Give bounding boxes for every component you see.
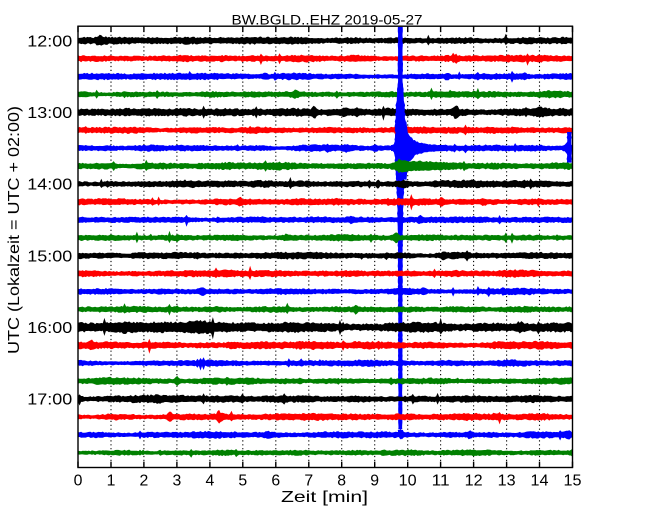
svg-text:12: 12 xyxy=(465,473,483,490)
svg-text:16:00: 16:00 xyxy=(27,320,72,337)
svg-text:2: 2 xyxy=(140,473,149,490)
svg-text:0: 0 xyxy=(74,473,83,490)
svg-text:Zeit [min]: Zeit [min] xyxy=(281,489,368,506)
svg-text:7: 7 xyxy=(304,473,313,490)
svg-text:8: 8 xyxy=(337,473,346,490)
svg-text:17:00: 17:00 xyxy=(27,392,72,409)
svg-text:5: 5 xyxy=(238,473,247,490)
svg-text:BW.BGLD..EHZ 2019-05-27: BW.BGLD..EHZ 2019-05-27 xyxy=(232,13,423,28)
svg-text:12:00: 12:00 xyxy=(27,33,72,50)
svg-text:10: 10 xyxy=(399,473,417,490)
svg-text:1: 1 xyxy=(107,473,116,490)
svg-text:9: 9 xyxy=(370,473,379,490)
svg-text:13:00: 13:00 xyxy=(27,105,72,122)
svg-text:6: 6 xyxy=(271,473,280,490)
svg-text:14: 14 xyxy=(531,473,549,490)
svg-text:3: 3 xyxy=(173,473,182,490)
svg-text:13: 13 xyxy=(498,473,516,490)
svg-text:11: 11 xyxy=(432,473,450,490)
svg-text:15: 15 xyxy=(564,473,582,490)
svg-text:14:00: 14:00 xyxy=(27,177,72,194)
svg-text:UTC (Lokalzeit = UTC + 02:00): UTC (Lokalzeit = UTC + 02:00) xyxy=(6,106,23,354)
svg-text:4: 4 xyxy=(206,473,215,490)
svg-text:15:00: 15:00 xyxy=(27,248,72,265)
